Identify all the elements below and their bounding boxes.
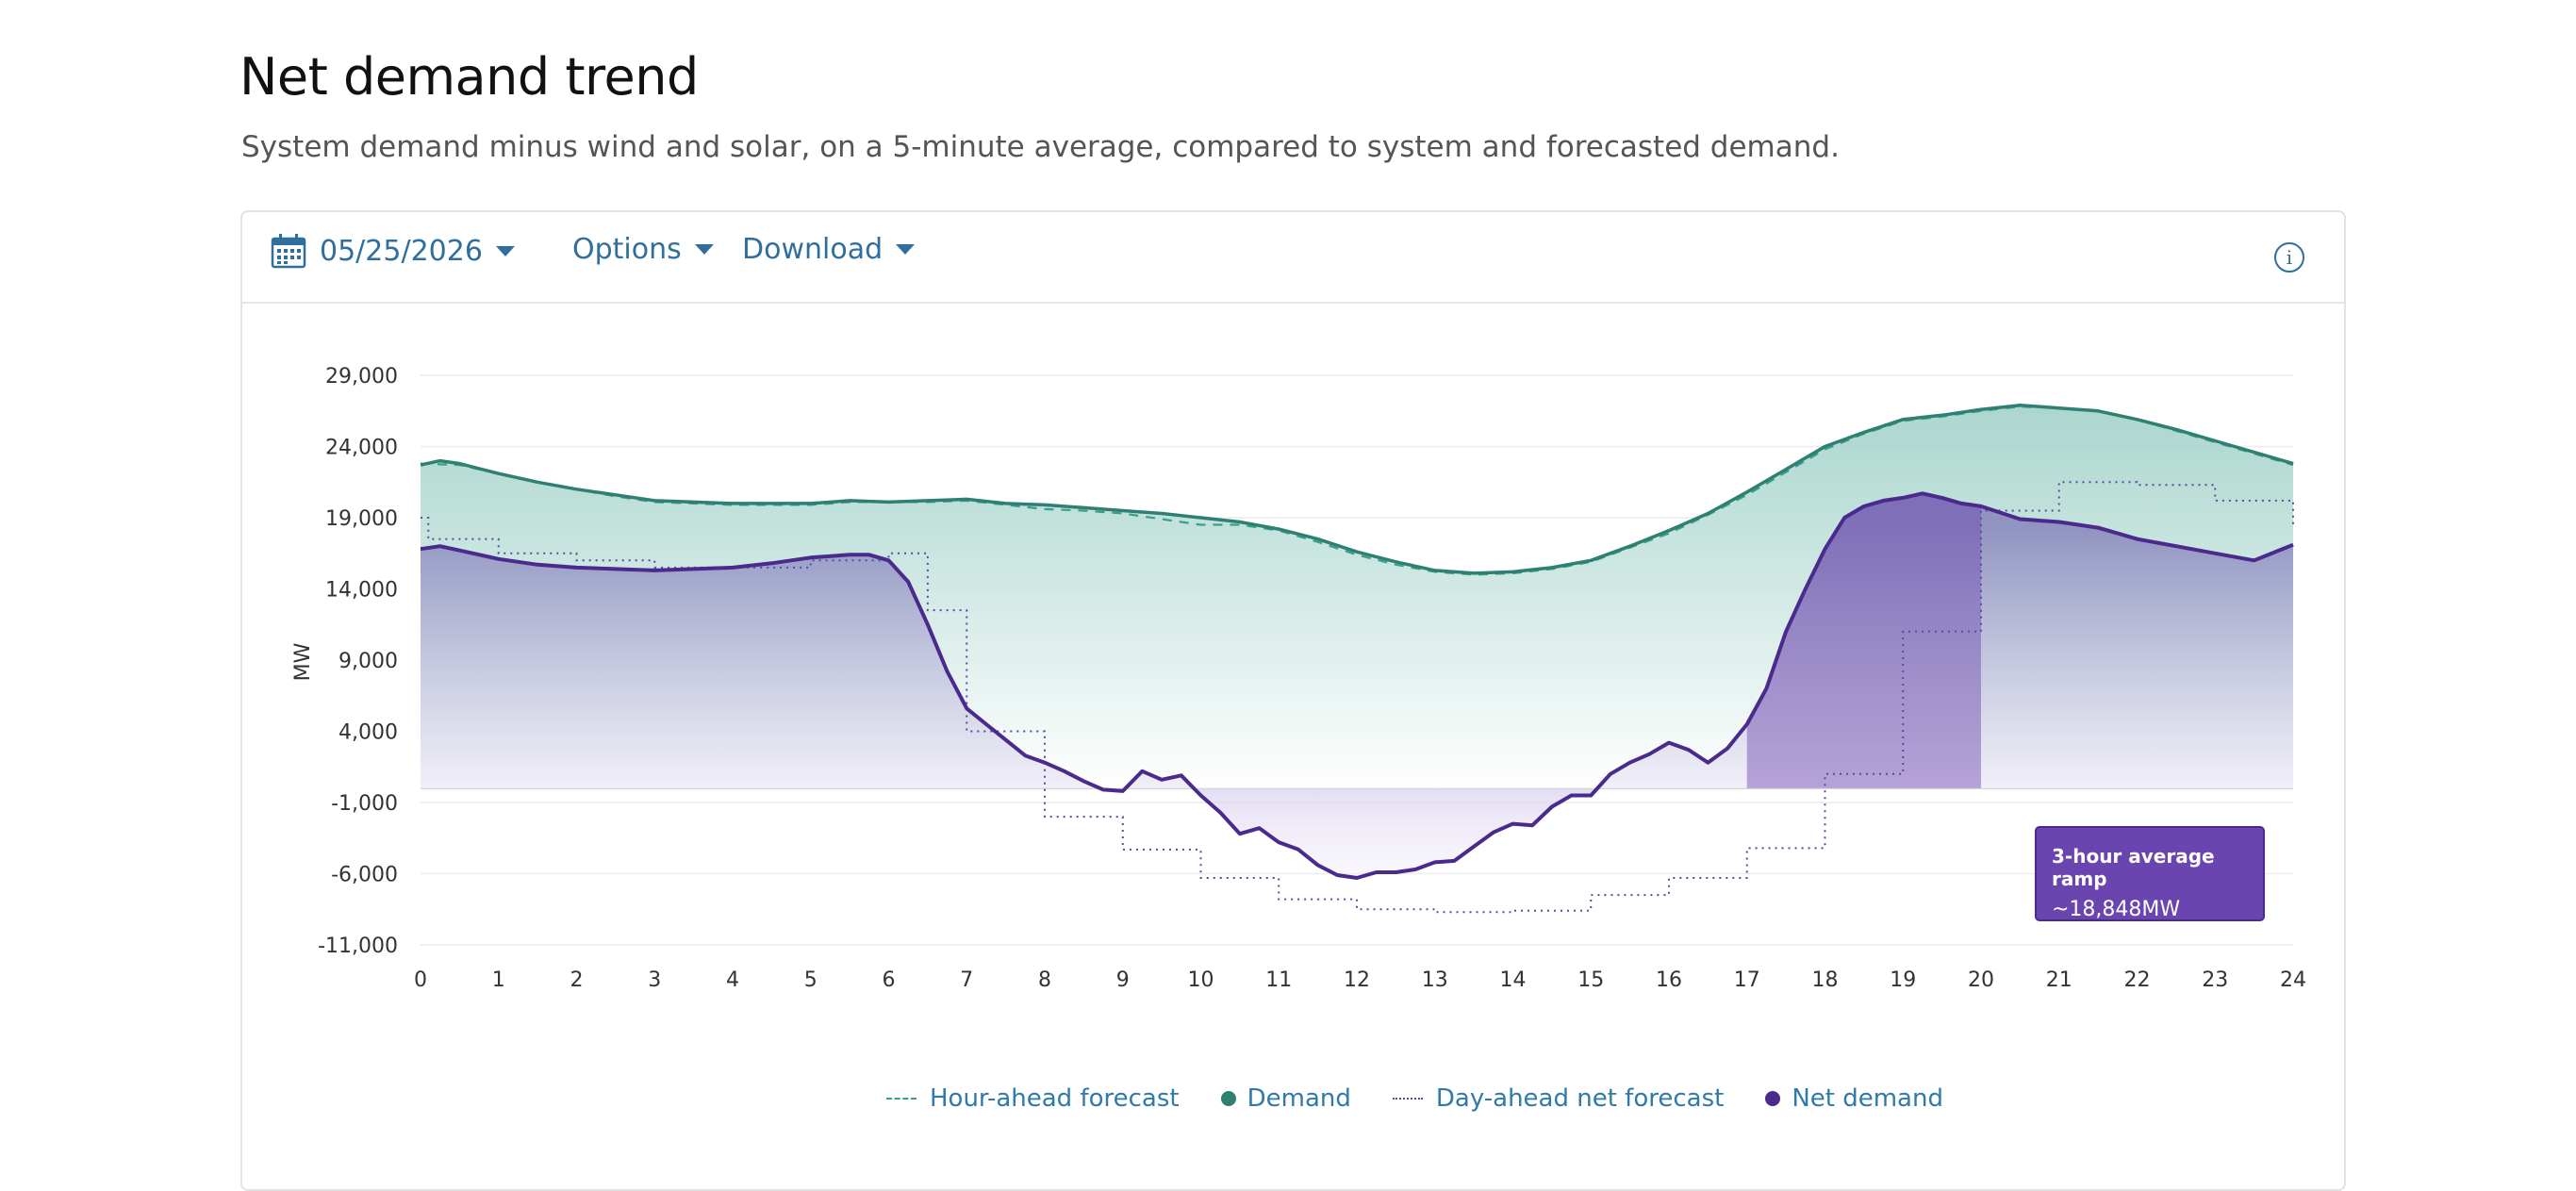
net-demand-negative-area <box>1099 787 1598 878</box>
x-tick-label: 22 <box>2124 968 2151 992</box>
legend-item-demand[interactable]: Demand <box>1220 1084 1351 1113</box>
x-tick-label: 14 <box>1500 968 1527 992</box>
y-tick-label: 29,000 <box>325 365 398 389</box>
options-label: Options <box>572 233 682 266</box>
x-tick-label: 24 <box>2280 968 2306 992</box>
date-picker-button[interactable]: 05/25/2026 <box>271 233 515 269</box>
legend-item-net-demand[interactable]: Net demand <box>1765 1084 1943 1113</box>
net-demand-line <box>420 491 2294 880</box>
x-tick-label: 15 <box>1577 968 1604 992</box>
chart-legend: Hour-ahead forecast Demand Day-ahead net… <box>886 1084 1985 1113</box>
x-tick-label: 20 <box>1968 968 1994 992</box>
chevron-down-icon <box>694 244 714 255</box>
info-icon[interactable]: i <box>2274 242 2304 273</box>
ramp-label: 3-hour average ramp <box>2052 845 2215 890</box>
x-tick-label: 16 <box>1656 968 1682 992</box>
x-tick-label: 10 <box>1188 968 1214 992</box>
y-axis-label: MW <box>291 642 315 681</box>
y-tick-label: 24,000 <box>325 437 398 460</box>
ramp-highlight-area <box>1746 493 1981 788</box>
ramp-tooltip: 3-hour average ramp ~18,848MW <box>2035 826 2265 921</box>
chart-toolbar: 05/25/2026 Options Download i <box>242 212 2344 304</box>
options-button[interactable]: Options <box>572 233 714 266</box>
day-ahead-net-forecast-line <box>421 481 2294 914</box>
page-subtitle: System demand minus wind and solar, on a… <box>241 130 1840 164</box>
y-tick-label: -6,000 <box>331 864 398 887</box>
x-tick-label: 12 <box>1344 968 1370 992</box>
x-tick-label: 6 <box>883 968 896 992</box>
page-title: Net demand trend <box>239 47 699 107</box>
x-tick-label: 9 <box>1116 968 1130 992</box>
dashed-line-icon <box>886 1098 916 1100</box>
y-tick-label: 4,000 <box>339 721 398 745</box>
x-tick-label: 18 <box>1812 968 1839 992</box>
calendar-icon <box>271 234 306 269</box>
x-tick-label: 8 <box>1038 968 1051 992</box>
y-tick-label: 19,000 <box>325 507 398 531</box>
x-tick-label: 17 <box>1734 968 1760 992</box>
legend-item-hour-ahead-forecast[interactable]: Hour-ahead forecast <box>886 1084 1180 1113</box>
ramp-value: ~18,848MW <box>2052 898 2181 921</box>
y-tick-label: 9,000 <box>339 650 398 673</box>
x-tick-label: 13 <box>1422 968 1448 992</box>
download-label: Download <box>742 233 883 266</box>
download-button[interactable]: Download <box>742 233 916 266</box>
legend-label: Demand <box>1247 1084 1351 1113</box>
dotted-line-icon <box>1392 1098 1423 1100</box>
chevron-down-icon <box>495 245 515 256</box>
chevron-down-icon <box>896 244 916 255</box>
x-tick-label: 21 <box>2046 968 2072 992</box>
x-tick-label: 0 <box>414 968 427 992</box>
dot-icon <box>1220 1091 1236 1106</box>
x-tick-label: 4 <box>726 968 739 992</box>
y-tick-label: -11,000 <box>318 935 398 958</box>
legend-label: Net demand <box>1792 1084 1943 1113</box>
x-tick-label: 1 <box>492 968 505 992</box>
y-tick-label: -1,000 <box>331 792 398 816</box>
x-tick-label: 7 <box>960 968 973 992</box>
legend-label: Hour-ahead forecast <box>930 1084 1180 1113</box>
net-demand-area <box>421 493 2293 788</box>
dot-icon <box>1765 1091 1781 1106</box>
demand-line <box>420 403 2294 575</box>
x-tick-label: 11 <box>1265 968 1292 992</box>
x-tick-label: 3 <box>648 968 661 992</box>
x-tick-label: 2 <box>570 968 584 992</box>
y-tick-label: 14,000 <box>325 579 398 603</box>
legend-item-day-ahead-net-forecast[interactable]: Day-ahead net forecast <box>1392 1084 1725 1113</box>
x-tick-label: 5 <box>804 968 817 992</box>
x-tick-label: 23 <box>2202 968 2228 992</box>
legend-label: Day-ahead net forecast <box>1435 1084 1725 1113</box>
date-value: 05/25/2026 <box>320 234 483 268</box>
x-tick-label: 19 <box>1890 968 1916 992</box>
